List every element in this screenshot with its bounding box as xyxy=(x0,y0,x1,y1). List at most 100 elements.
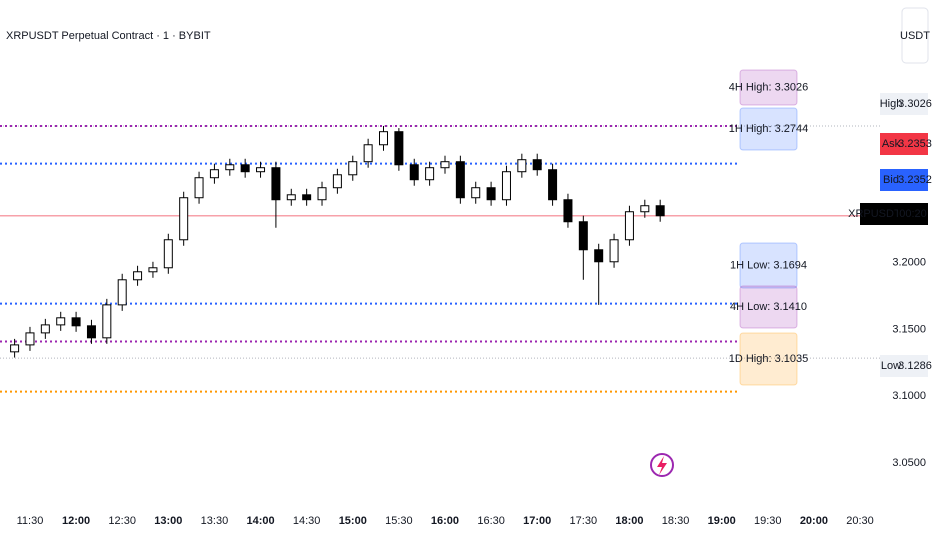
price-tag-name: XRPUSDT.P xyxy=(848,208,910,220)
x-tick-label: 19:30 xyxy=(754,515,782,527)
candle-body xyxy=(302,194,312,201)
candle-body xyxy=(102,304,112,339)
x-tick-label: 12:00 xyxy=(62,515,90,527)
price-tag-name: Bid xyxy=(883,174,899,186)
logo-icon xyxy=(650,453,674,477)
level-label: 1D High: 3.1035 xyxy=(729,353,809,365)
candle-body xyxy=(271,167,281,201)
x-tick-label: 18:00 xyxy=(615,515,643,527)
candle-body xyxy=(594,249,604,263)
price-tag-value-box xyxy=(902,133,928,155)
candle-body xyxy=(86,325,96,339)
candle-body xyxy=(286,194,296,201)
candle-body xyxy=(179,197,189,241)
candle-body xyxy=(348,161,358,176)
candle-body xyxy=(425,167,435,181)
level-label: 4H High: 3.3026 xyxy=(729,81,809,93)
candle-body xyxy=(624,211,634,241)
price-tag-name: Ask xyxy=(882,138,901,150)
y-tick-label: 3.0500 xyxy=(892,457,926,469)
level-label: 1H Low: 3.1694 xyxy=(730,259,807,271)
currency-button[interactable] xyxy=(901,7,929,64)
level-label: 1H High: 3.2744 xyxy=(729,123,809,135)
price-tag-name-box xyxy=(880,133,902,155)
price-tag-name-box xyxy=(880,93,902,115)
level-label-box xyxy=(739,69,798,106)
x-tick-label: 13:30 xyxy=(201,515,229,527)
candle-body xyxy=(363,144,373,163)
candle-body xyxy=(10,344,20,353)
x-tick-label: 20:30 xyxy=(846,515,874,527)
candle-body xyxy=(256,167,266,173)
candle-body xyxy=(225,164,235,171)
x-tick-label: 16:30 xyxy=(477,515,505,527)
candle-body xyxy=(517,159,527,173)
candle-body xyxy=(640,205,650,213)
price-tag-value: 3.1286 xyxy=(898,360,932,372)
x-tick-label: 11:30 xyxy=(17,515,44,527)
price-tag-name-box xyxy=(860,203,898,225)
price-tag-value: 3.2353 xyxy=(898,138,932,150)
price-tag-value: 00:20 xyxy=(899,208,927,220)
price-tag-value: 3.3026 xyxy=(898,98,932,110)
x-tick-label: 13:00 xyxy=(154,515,182,527)
candle-body xyxy=(440,161,450,169)
price-tag-value-box xyxy=(898,203,928,225)
candle-body xyxy=(394,131,404,166)
x-tick-label: 12:30 xyxy=(108,515,136,527)
price-tag-value-box xyxy=(902,93,928,115)
candle-body xyxy=(209,169,219,179)
candle-body xyxy=(240,164,250,173)
level-label-box xyxy=(739,242,798,289)
x-tick-label: 19:00 xyxy=(708,515,736,527)
x-tick-label: 14:30 xyxy=(293,515,321,527)
y-tick-label: 3.2000 xyxy=(892,257,926,269)
x-tick-label: 16:00 xyxy=(431,515,459,527)
level-label-box xyxy=(739,285,798,329)
x-tick-label: 17:00 xyxy=(523,515,551,527)
candle-body xyxy=(578,221,588,251)
x-tick-label: 15:30 xyxy=(385,515,413,527)
x-tick-label: 15:00 xyxy=(339,515,367,527)
currency-label[interactable]: USDT xyxy=(900,30,930,42)
level-label-box xyxy=(739,332,798,386)
candle-body xyxy=(532,159,542,171)
candle-body xyxy=(163,239,173,269)
candle-body xyxy=(317,187,327,201)
price-tag-value: 3.2352 xyxy=(898,174,932,186)
x-tick-label: 18:30 xyxy=(662,515,690,527)
chart-title: XRPUSDT Perpetual Contract · 1 · BYBIT xyxy=(6,30,211,42)
candle-body xyxy=(332,174,342,189)
candle-body xyxy=(117,279,127,306)
y-tick-label: 3.1500 xyxy=(892,323,926,335)
candle-body xyxy=(40,324,50,334)
candle-body xyxy=(548,169,558,201)
price-tag-name-box xyxy=(880,355,902,377)
candle-body xyxy=(148,267,158,273)
price-tag-value-box xyxy=(902,355,928,377)
price-tag-name: High xyxy=(880,98,903,110)
price-tag-name: Low xyxy=(881,360,901,372)
y-tick-label: 3.1000 xyxy=(892,390,926,402)
price-tag-value-box xyxy=(902,169,928,191)
x-tick-label: 17:30 xyxy=(570,515,598,527)
candle-body xyxy=(133,271,143,281)
candle-body xyxy=(609,239,619,263)
level-label: 4H Low: 3.1410 xyxy=(730,301,807,313)
x-tick-label: 14:00 xyxy=(246,515,274,527)
candle-body xyxy=(655,205,665,217)
x-tick-label: 20:00 xyxy=(800,515,828,527)
candle-body xyxy=(486,187,496,201)
candle-body xyxy=(455,161,465,199)
candle-body xyxy=(409,164,419,181)
candle-body xyxy=(563,199,573,223)
candle-body xyxy=(56,317,66,326)
candle-body xyxy=(25,332,35,346)
candle-body xyxy=(501,171,511,201)
level-label-box xyxy=(739,107,798,151)
candle-body xyxy=(471,187,481,199)
candle-body xyxy=(379,131,389,146)
candle-body xyxy=(71,317,81,327)
